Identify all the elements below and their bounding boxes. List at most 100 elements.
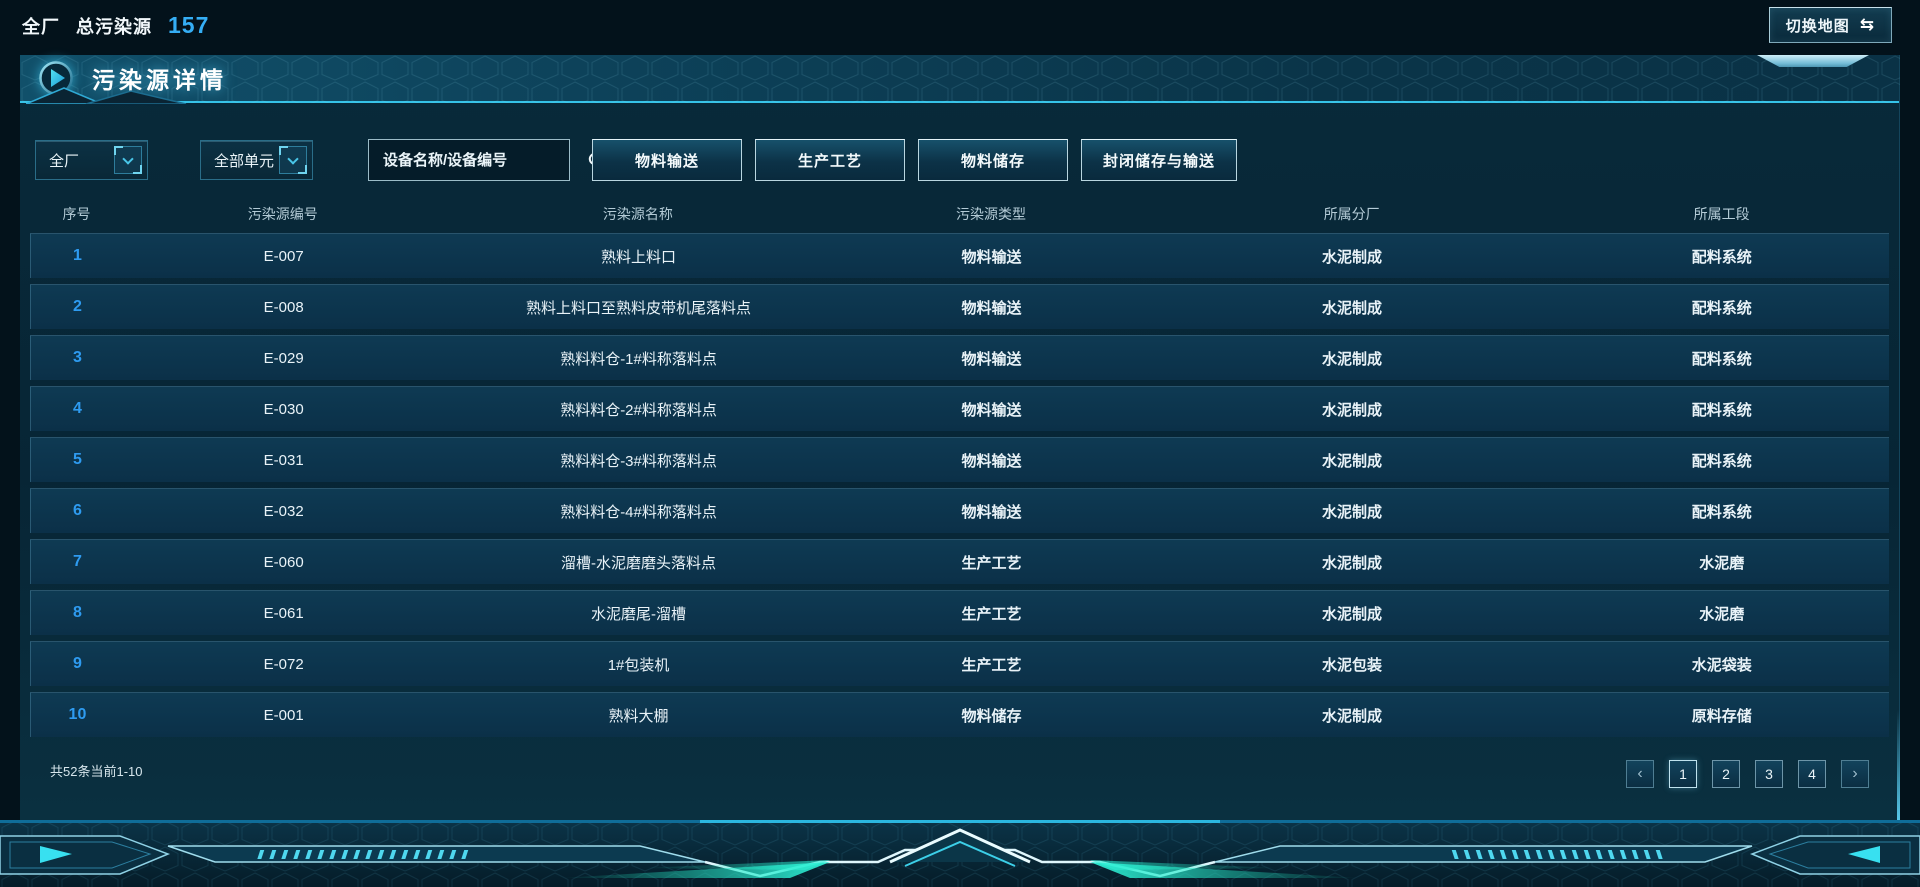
- header-notch-decoration: [1757, 55, 1869, 67]
- row-section: 配料系统: [1691, 299, 1752, 317]
- table-row[interactable]: 6 E-032 熟料料仓-4#料称落料点 物料输送 水泥制成 配料系统: [30, 488, 1889, 533]
- row-name: 熟料上料口: [601, 248, 677, 266]
- filter-toolbar: 全厂 全部单元 物料输送 生产工艺 物料储存 封闭储存与输送: [20, 139, 1899, 182]
- table-header-row: 序号 污染源编号 污染源名称 污染源类型 所属分厂 所属工段: [30, 198, 1889, 230]
- total-pollution-count: 157: [168, 12, 210, 38]
- pagination: ‹ 1 2 3 4 ›: [1626, 760, 1869, 788]
- row-plant: 水泥制成: [1321, 350, 1382, 368]
- row-section: 原料存储: [1691, 707, 1752, 725]
- table-row[interactable]: 3 E-029 熟料料仓-1#料称落料点 物料输送 水泥制成 配料系统: [30, 335, 1889, 380]
- filter-button-material-storage[interactable]: 物料储存: [918, 139, 1068, 181]
- row-name: 1#包装机: [607, 656, 670, 674]
- hexagon-texture: [20, 55, 1900, 103]
- filter-button-closed-storage-transport[interactable]: 封闭储存与输送: [1081, 139, 1237, 181]
- row-type: 物料输送: [961, 401, 1022, 419]
- row-plant: 水泥制成: [1321, 554, 1382, 572]
- row-index: 1: [72, 247, 82, 264]
- page-button-1[interactable]: 1: [1669, 760, 1697, 788]
- row-plant: 水泥制成: [1321, 401, 1382, 419]
- row-type: 物料储存: [961, 707, 1022, 725]
- col-header-plant: 所属分厂: [1323, 206, 1380, 222]
- switch-map-button[interactable]: 切换地图 ⇆: [1768, 7, 1892, 43]
- row-index: 2: [72, 298, 82, 315]
- mountain-decoration-icon: [26, 87, 187, 104]
- panel-right-accent: [1897, 710, 1900, 820]
- next-page-button[interactable]: ›: [1841, 760, 1869, 788]
- row-section: 配料系统: [1691, 248, 1752, 266]
- row-type: 物料输送: [961, 503, 1022, 521]
- row-name: 熟料大棚: [608, 707, 669, 725]
- row-code: E-029: [263, 349, 304, 367]
- row-name: 熟料上料口至熟料皮带机尾落料点: [526, 299, 752, 317]
- col-header-code: 污染源编号: [247, 206, 318, 222]
- row-plant: 水泥制成: [1321, 503, 1382, 521]
- table-row[interactable]: 5 E-031 熟料料仓-3#料称落料点 物料输送 水泥制成 配料系统: [30, 437, 1889, 482]
- row-code: E-007: [263, 247, 304, 265]
- page-button-2[interactable]: 2: [1712, 760, 1740, 788]
- row-name: 水泥磨尾-溜槽: [591, 605, 687, 623]
- row-code: E-061: [263, 604, 304, 622]
- unit-select-value: 全部单元: [214, 152, 275, 170]
- row-index: 3: [72, 349, 82, 366]
- row-name: 熟料料仓-4#料称落料点: [560, 503, 717, 521]
- row-code: E-032: [263, 502, 304, 520]
- row-section: 配料系统: [1691, 452, 1752, 470]
- row-code: E-008: [263, 298, 304, 316]
- col-header-name: 污染源名称: [602, 206, 673, 222]
- table-row[interactable]: 4 E-030 熟料料仓-2#料称落料点 物料输送 水泥制成 配料系统: [30, 386, 1889, 431]
- row-code: E-072: [263, 655, 304, 673]
- row-type: 物料输送: [961, 248, 1022, 266]
- row-section: 水泥袋装: [1691, 656, 1752, 674]
- col-header-section: 所属工段: [1693, 206, 1750, 222]
- plant-scope-label: 全厂: [22, 16, 60, 37]
- chevron-down-icon: [279, 146, 307, 174]
- row-index: 7: [72, 553, 82, 570]
- filter-button-material-transport[interactable]: 物料输送: [592, 139, 742, 181]
- row-code: E-060: [263, 553, 304, 571]
- row-type: 生产工艺: [961, 605, 1022, 623]
- switch-map-label: 切换地图: [1785, 17, 1850, 35]
- device-search-box: [368, 139, 605, 181]
- plant-select[interactable]: 全厂: [35, 140, 148, 180]
- panel-header: 污染源详情: [20, 55, 1900, 104]
- table-row[interactable]: 10 E-001 熟料大棚 物料储存 水泥制成 原料存储: [30, 692, 1889, 737]
- prev-page-button[interactable]: ‹: [1626, 760, 1654, 788]
- row-section: 水泥磨: [1699, 554, 1745, 572]
- table-row[interactable]: 1 E-007 熟料上料口 物料输送 水泥制成 配料系统: [30, 233, 1889, 278]
- pollution-detail-panel: 污染源详情 全厂 全部单元 物料输送 生产工艺 物料储存 封闭储存与输送: [20, 55, 1900, 820]
- row-type: 物料输送: [961, 299, 1022, 317]
- row-code: E-030: [263, 400, 304, 418]
- row-type: 生产工艺: [961, 656, 1022, 674]
- swap-arrows-icon: ⇆: [1859, 15, 1875, 34]
- row-code: E-031: [263, 451, 304, 469]
- row-plant: 水泥制成: [1321, 605, 1382, 623]
- table-body: 1 E-007 熟料上料口 物料输送 水泥制成 配料系统 2 E-008 熟料上…: [30, 233, 1889, 743]
- row-index: 10: [68, 706, 87, 723]
- table-row[interactable]: 9 E-072 1#包装机 生产工艺 水泥包装 水泥袋装: [30, 641, 1889, 686]
- row-index: 9: [72, 655, 82, 672]
- top-bar: 全厂 总污染源 157 切换地图 ⇆: [0, 0, 1920, 50]
- filter-button-production-process[interactable]: 生产工艺: [755, 139, 905, 181]
- row-index: 5: [72, 451, 82, 468]
- unit-select[interactable]: 全部单元: [200, 140, 313, 180]
- chevron-down-icon: [114, 146, 142, 174]
- page-button-3[interactable]: 3: [1755, 760, 1783, 788]
- row-name: 熟料料仓-1#料称落料点: [560, 350, 717, 368]
- row-code: E-001: [263, 706, 304, 724]
- row-index: 4: [72, 400, 82, 417]
- row-plant: 水泥制成: [1321, 707, 1382, 725]
- row-name: 溜槽-水泥磨磨头落料点: [561, 554, 717, 572]
- row-plant: 水泥制成: [1321, 248, 1382, 266]
- row-section: 配料系统: [1691, 350, 1752, 368]
- page-button-4[interactable]: 4: [1798, 760, 1826, 788]
- row-plant: 水泥包装: [1321, 656, 1382, 674]
- total-pollution-label: 总污染源: [76, 16, 152, 37]
- device-search-input[interactable]: [369, 140, 588, 180]
- record-count-summary: 共52条当前1-10: [50, 764, 143, 779]
- table-row[interactable]: 8 E-061 水泥磨尾-溜槽 生产工艺 水泥制成 水泥磨: [30, 590, 1889, 635]
- table-row[interactable]: 7 E-060 溜槽-水泥磨磨头落料点 生产工艺 水泥制成 水泥磨: [30, 539, 1889, 584]
- row-index: 8: [72, 604, 82, 621]
- col-header-type: 污染源类型: [956, 206, 1027, 222]
- table-row[interactable]: 2 E-008 熟料上料口至熟料皮带机尾落料点 物料输送 水泥制成 配料系统: [30, 284, 1889, 329]
- row-type: 物料输送: [961, 452, 1022, 470]
